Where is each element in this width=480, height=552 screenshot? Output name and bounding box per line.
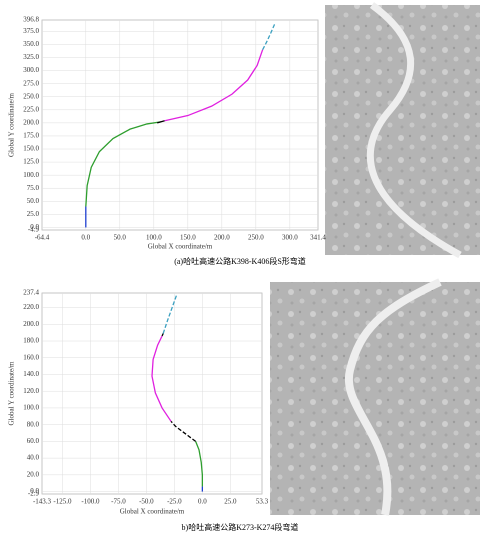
y-tick-label: 225.0: [23, 105, 39, 113]
y-tick-label: 20.0: [27, 470, 40, 478]
curve-segment: [170, 420, 197, 442]
curve-segment: [157, 120, 165, 124]
y-tick-label: 396.8: [23, 16, 39, 24]
y-tick-label: 200.0: [23, 118, 39, 126]
y-tick-label: 60.0: [27, 437, 40, 445]
x-tick-label: 50.0: [114, 234, 127, 242]
y-tick-label: 150.0: [23, 145, 39, 153]
x-tick-label: -64.4: [35, 234, 50, 242]
x-tick-label: -125.0: [53, 498, 72, 506]
curve-segment: [195, 441, 204, 487]
x-axis-label: Global X coordinate/m: [148, 243, 213, 251]
curve-segment: [162, 294, 178, 334]
x-tick-label: -50.0: [139, 498, 154, 506]
road-image-a: [325, 2, 480, 259]
curve-segment: [262, 23, 276, 50]
x-tick-label: 53.3: [256, 498, 269, 506]
y-tick-label: -4.9: [28, 226, 40, 234]
y-tick-label: 200.0: [23, 320, 39, 328]
y-tick-label: 375.0: [23, 27, 39, 35]
y-tick-label: 300.0: [23, 66, 39, 74]
y-tick-label: 25.0: [27, 210, 40, 218]
y-tick-label: 180.0: [23, 337, 39, 345]
plot-area: [41, 19, 319, 231]
y-axis-label: Global Y coordinate/m: [8, 92, 16, 157]
x-tick-label: 0.0: [81, 234, 90, 242]
x-tick-label: 300.0: [282, 234, 298, 242]
y-tick-label: 237.4: [23, 289, 39, 297]
x-tick-label: 25.0: [224, 498, 237, 506]
y-axis-label: Global Y coordinate/m: [8, 361, 16, 426]
y-tick-label: 100.0: [23, 404, 39, 412]
y-tick-label: -2.9: [28, 490, 40, 498]
y-tick-label: 175.0: [23, 132, 39, 140]
y-tick-label: 325.0: [23, 53, 39, 61]
x-tick-label: -75.0: [111, 498, 126, 506]
figure-caption: (a)哈吐高速公路K398-K406段S形弯道: [174, 256, 306, 266]
x-tick-label: 100.0: [146, 234, 162, 242]
y-tick-label: 0.0: [30, 223, 39, 231]
y-tick-label: 80.0: [27, 420, 40, 428]
x-tick-label: 0.0: [198, 498, 207, 506]
y-tick-label: 140.0: [23, 370, 39, 378]
y-tick-label: 40.0: [27, 454, 40, 462]
y-tick-label: 75.0: [27, 184, 40, 192]
x-tick-label: -100.0: [81, 498, 100, 506]
y-tick-label: 275.0: [23, 79, 39, 87]
x-tick-label: -25.0: [167, 498, 182, 506]
figure-caption: b)哈吐高速公路K273-K274段弯道: [182, 522, 299, 532]
curve-segment: [164, 49, 264, 122]
x-tick-label: 200.0: [214, 234, 230, 242]
x-tick-label: 341.4: [310, 234, 326, 242]
curve-segment: [151, 335, 172, 422]
y-tick-label: 0.0: [30, 487, 39, 495]
y-tick-label: 350.0: [23, 40, 39, 48]
y-tick-label: 250.0: [23, 92, 39, 100]
y-tick-label: 220.0: [23, 303, 39, 311]
x-tick-label: -143.3: [33, 498, 52, 506]
y-tick-label: 120.0: [23, 387, 39, 395]
y-tick-label: 100.0: [23, 171, 39, 179]
plot-area: [41, 292, 263, 495]
curve-segment: [85, 121, 161, 207]
x-tick-label: 150.0: [180, 234, 196, 242]
y-tick-label: 125.0: [23, 158, 39, 166]
curve-segment: [161, 333, 164, 337]
x-tick-label: 250.0: [248, 234, 264, 242]
road-image-b: [270, 278, 480, 516]
x-axis-label: Global X coordinate/m: [120, 508, 185, 516]
y-tick-label: 160.0: [23, 353, 39, 361]
y-tick-label: 50.0: [27, 197, 40, 205]
